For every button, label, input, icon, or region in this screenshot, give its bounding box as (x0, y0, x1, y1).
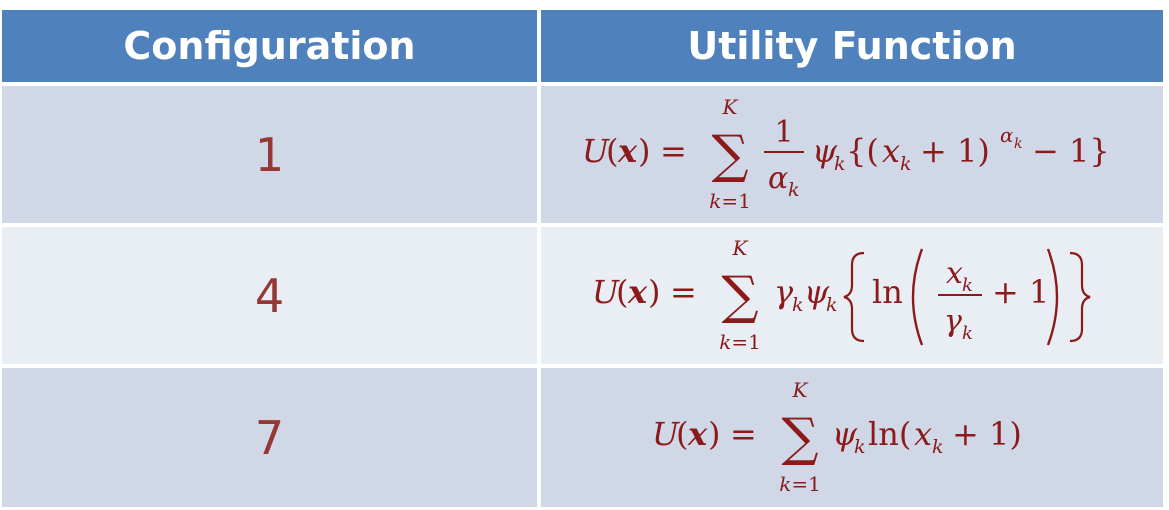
svg-text:x: x (914, 415, 932, 453)
utility-formula-4: U ( x ) = K ∑ k=1 γ k ψ k ln x k (592, 236, 1091, 354)
svg-text:ψ: ψ (804, 273, 830, 311)
svg-text:+ 1): + 1) (952, 415, 1022, 453)
svg-text:k: k (962, 323, 973, 344)
svg-text:K: K (722, 95, 739, 119)
svg-text:x: x (627, 273, 648, 311)
svg-text:∑: ∑ (781, 408, 818, 468)
svg-text:=: = (670, 273, 697, 311)
svg-text:U: U (652, 415, 680, 453)
svg-text:x: x (617, 132, 638, 170)
header-utility-function: Utility Function (541, 10, 1163, 82)
svg-text:): ) (638, 132, 650, 170)
config-number: 7 (254, 410, 285, 465)
utility-function-cell: U ( x ) = K ∑ k=1 1 α k ψ k {( x k + (541, 86, 1163, 223)
svg-text:(: ( (676, 415, 688, 453)
svg-text:): ) (708, 415, 720, 453)
svg-text:k: k (962, 275, 973, 296)
svg-text:∑: ∑ (721, 266, 758, 326)
config-cell: 1 (2, 86, 537, 223)
svg-text:γ: γ (774, 273, 794, 311)
table-row: 1 U ( x ) = K ∑ k=1 1 α k ψ k (0, 86, 1169, 223)
svg-text:(: ( (616, 273, 628, 311)
svg-text:k: k (792, 294, 804, 316)
config-number: 1 (254, 127, 285, 182)
utility-function-cell: U ( x ) = K ∑ k=1 ψ k ln( x k + 1) (541, 368, 1163, 507)
table-row: 7 U ( x ) = K ∑ k=1 ψ k ln( x k + 1) (0, 368, 1169, 507)
svg-text:K: K (792, 378, 809, 402)
svg-text:k: k (826, 294, 838, 316)
svg-text:=: = (730, 415, 757, 453)
svg-text:k: k (932, 436, 944, 458)
svg-text:α: α (768, 161, 788, 196)
svg-text:γ: γ (944, 304, 962, 339)
svg-text:x: x (882, 132, 900, 170)
config-number: 4 (254, 268, 285, 323)
svg-text:k: k (834, 153, 846, 175)
svg-text:ψ: ψ (812, 132, 838, 170)
svg-text:+ 1: + 1 (992, 273, 1049, 311)
config-cell: 7 (2, 368, 537, 507)
header-configuration: Configuration (2, 10, 537, 82)
svg-text:U: U (592, 273, 620, 311)
config-cell: 4 (2, 227, 537, 364)
svg-text:ψ: ψ (832, 415, 858, 453)
svg-text:): ) (648, 273, 660, 311)
svg-text:(: ( (606, 132, 618, 170)
svg-text:=: = (660, 132, 687, 170)
svg-text:k=1: k=1 (719, 330, 761, 354)
svg-text:− 1}: − 1} (1032, 132, 1110, 170)
svg-text:k=1: k=1 (779, 472, 821, 496)
svg-text:x: x (687, 415, 708, 453)
utility-formula-1: U ( x ) = K ∑ k=1 1 α k ψ k {( x k + (582, 95, 1110, 213)
svg-text:x: x (946, 256, 963, 291)
svg-text:∑: ∑ (711, 125, 748, 185)
utility-function-cell: U ( x ) = K ∑ k=1 γ k ψ k ln x k (541, 227, 1163, 364)
utility-formula-7: U ( x ) = K ∑ k=1 ψ k ln( x k + 1) (652, 378, 1022, 496)
svg-text:{(: {( (846, 132, 879, 170)
svg-text:ln(: ln( (868, 415, 911, 453)
svg-text:k: k (788, 179, 800, 201)
svg-text:k: k (900, 153, 912, 175)
svg-text:k: k (1014, 136, 1022, 152)
svg-text:1: 1 (774, 115, 793, 150)
svg-text:k: k (854, 436, 866, 458)
svg-text:+ 1): + 1) (920, 132, 990, 170)
table-row: 4 U ( x ) = K ∑ k=1 γ k ψ k ln (0, 227, 1169, 364)
svg-text:α: α (1000, 123, 1014, 147)
svg-text:K: K (732, 236, 749, 260)
svg-text:k=1: k=1 (709, 189, 751, 213)
svg-text:ln: ln (872, 273, 903, 311)
svg-text:U: U (582, 132, 610, 170)
